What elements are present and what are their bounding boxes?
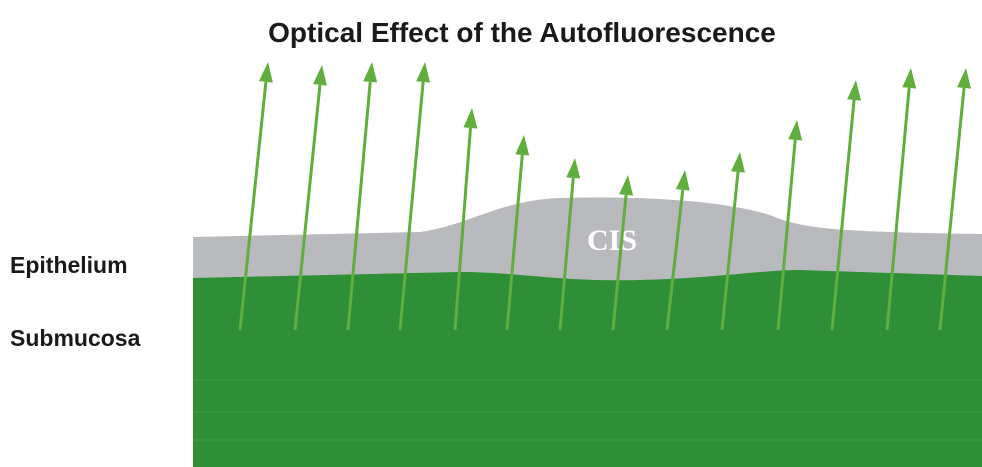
arrow-shaft bbox=[398, 81, 425, 331]
arrow-shaft bbox=[558, 177, 575, 331]
arrow-head bbox=[363, 62, 378, 83]
texture bbox=[193, 379, 982, 441]
arrow-head bbox=[416, 62, 431, 83]
arrow-head bbox=[258, 62, 273, 83]
arrow-head bbox=[619, 175, 634, 196]
arrow-shaft bbox=[665, 189, 685, 331]
arrow-shaft bbox=[720, 171, 740, 331]
arrow-shaft bbox=[293, 84, 322, 331]
arrow-head bbox=[463, 108, 478, 129]
title: Optical Effect of the Autofluorescence bbox=[268, 17, 776, 48]
arrow-shaft bbox=[611, 194, 628, 331]
arrow-shaft bbox=[346, 81, 372, 331]
arrow-shaft bbox=[505, 154, 524, 331]
arrow-shaft bbox=[453, 127, 472, 331]
epithelium-label: Epithelium bbox=[10, 252, 128, 278]
arrow-shaft bbox=[938, 87, 966, 331]
arrow-shaft bbox=[776, 139, 797, 331]
arrow-head bbox=[566, 158, 581, 179]
arrow-shaft bbox=[238, 81, 268, 331]
arrow-head bbox=[788, 120, 803, 141]
submucosa-layer bbox=[193, 270, 982, 467]
arrow-head bbox=[847, 80, 862, 101]
submucosa-label: Submucosa bbox=[10, 325, 141, 351]
arrow-head bbox=[902, 68, 917, 89]
arrow-shaft bbox=[830, 99, 856, 331]
arrow-head bbox=[675, 170, 690, 191]
arrow-head bbox=[731, 152, 745, 173]
arrow-head bbox=[957, 68, 971, 89]
arrow-head bbox=[313, 65, 327, 86]
arrow-head bbox=[515, 135, 530, 156]
arrows bbox=[238, 62, 971, 331]
cis-label: CIS bbox=[587, 224, 637, 257]
arrow-shaft bbox=[885, 87, 911, 331]
